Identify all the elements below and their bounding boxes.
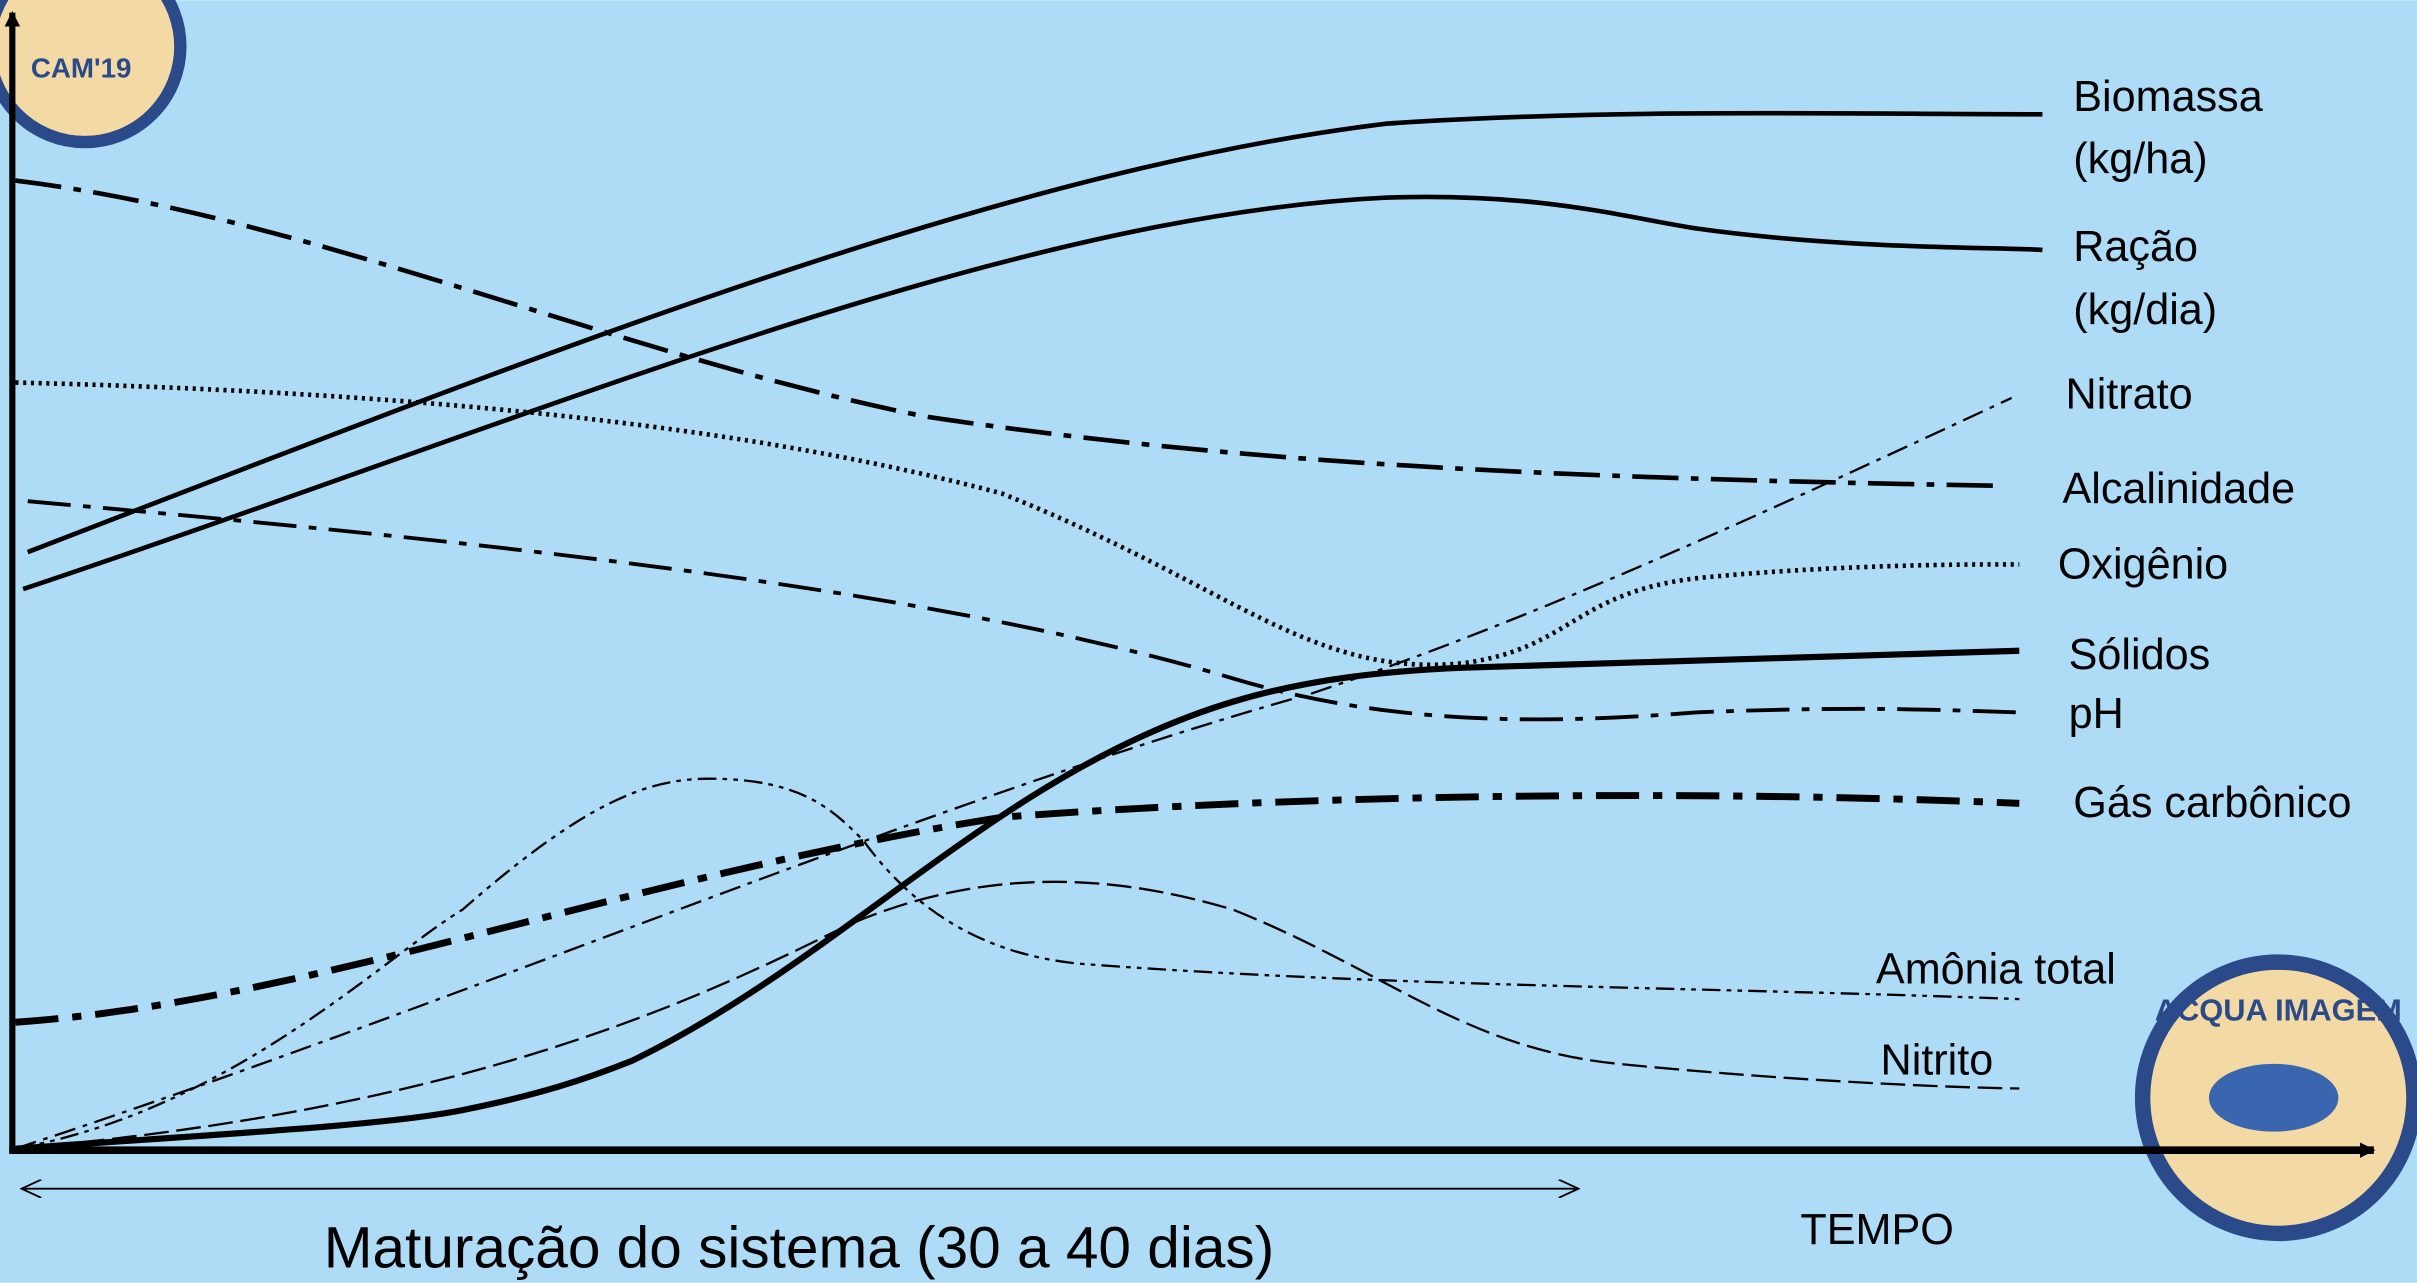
curve-label: pH: [2069, 690, 2124, 738]
logo-left: CAM'19: [0, 0, 180, 142]
curve-label: Amônia total: [1876, 946, 2116, 994]
curve-label: Ração: [2073, 223, 2198, 271]
curve-label: Nitrato: [2066, 371, 2193, 419]
curve-unit: (kg/ha): [2073, 135, 2207, 183]
curve-label: Gás carbônico: [2073, 779, 2351, 827]
diagram: CAM'19 ACQUA IMAGEM Biomassa (kg/ha) Raç…: [0, 0, 2417, 1283]
curve-label: Nitrito: [1881, 1037, 1994, 1085]
curve-label: Sólidos: [2069, 631, 2211, 679]
x-axis-label: TEMPO: [1800, 1206, 1953, 1254]
curve-label: Alcalinidade: [2062, 465, 2295, 513]
logo-right-text: ACQUA IMAGEM: [2155, 993, 2402, 1028]
logo-right: ACQUA IMAGEM: [2143, 962, 2414, 1233]
background: [0, 0, 2417, 1282]
curve-label: Biomassa: [2073, 73, 2262, 121]
logo-left-text: CAM'19: [31, 52, 132, 83]
curve-label: Oxigênio: [2058, 540, 2228, 588]
annotation: Maturação do sistema (30 a 40 dias): [324, 1215, 1275, 1280]
curve-unit: (kg/dia): [2073, 286, 2217, 334]
